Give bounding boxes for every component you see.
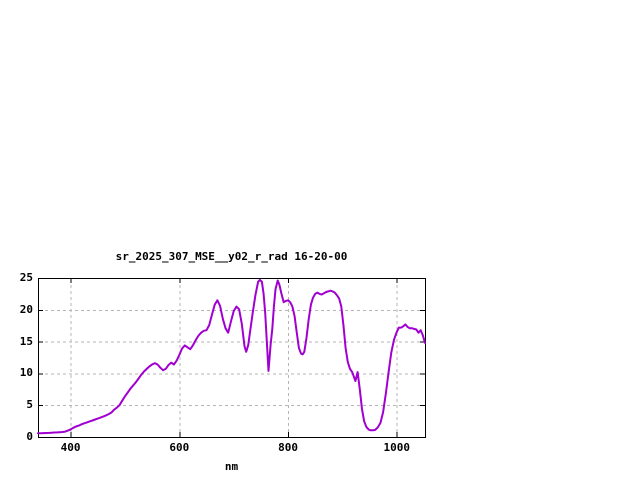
x-axis-label: nm — [224, 460, 239, 473]
y-tick-label: 5 — [26, 398, 33, 412]
y-tick-label: 20 — [19, 302, 33, 316]
y-tick-label: 15 — [19, 334, 33, 348]
x-tick-label: 1000 — [383, 441, 410, 454]
spectrum-curve — [37, 278, 426, 435]
x-tick-label: 400 — [60, 441, 81, 454]
plot-border — [38, 278, 426, 438]
x-tick-label: 800 — [278, 441, 298, 454]
y-tick-label: 10 — [19, 366, 33, 380]
y-tick-label: 0 — [26, 430, 33, 443]
x-tick-label: 600 — [169, 441, 190, 454]
chart-title: sr_2025_307_MSE__y02_r_rad 16-20-00 — [115, 250, 348, 263]
y-tick-label: 25 — [19, 271, 33, 284]
